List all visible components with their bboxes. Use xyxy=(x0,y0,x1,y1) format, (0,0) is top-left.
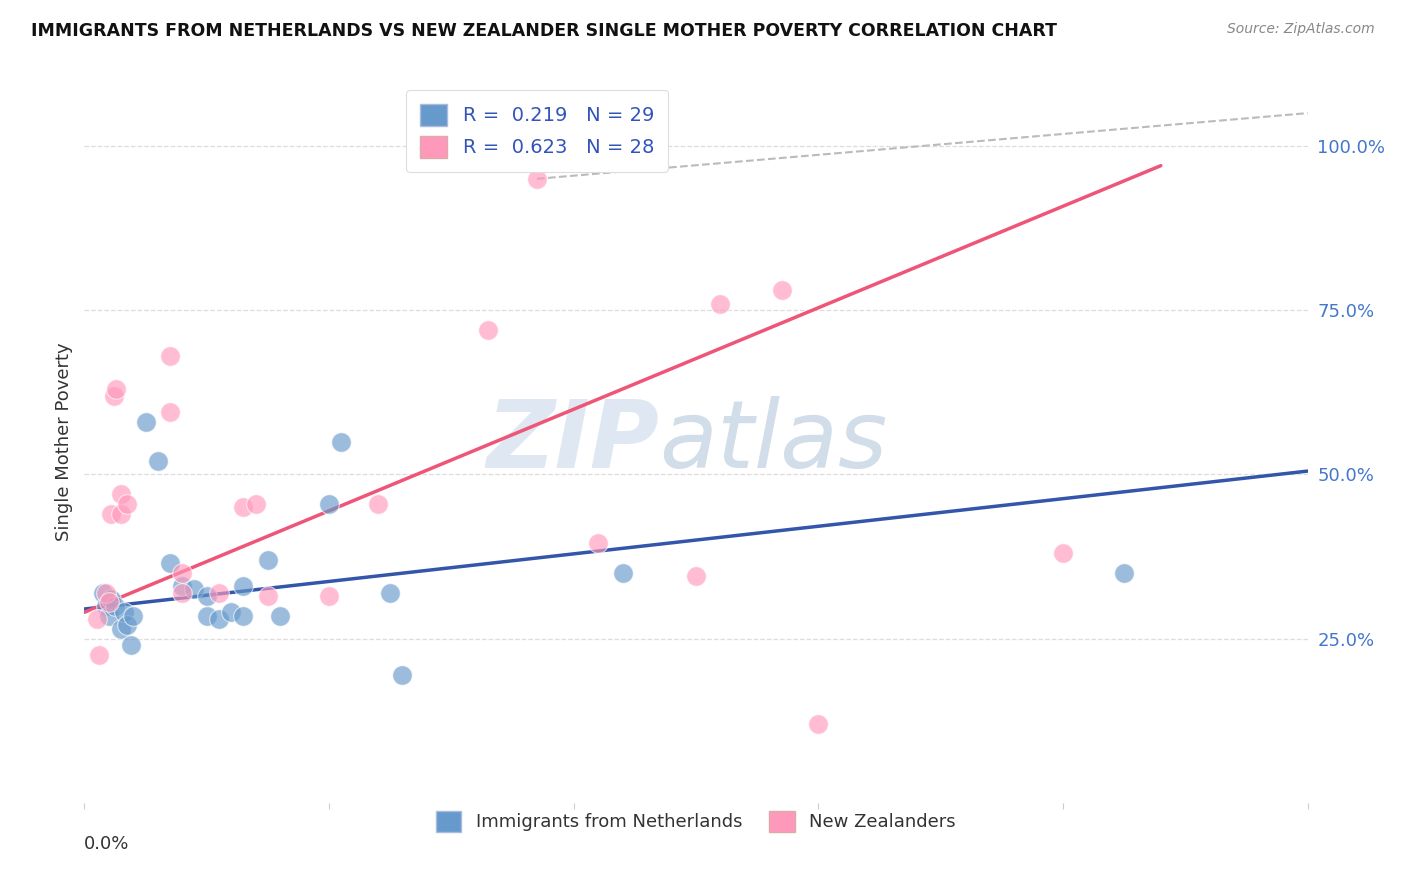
Point xyxy=(367,497,389,511)
Point xyxy=(232,500,254,515)
Point xyxy=(586,536,609,550)
Point xyxy=(105,382,128,396)
Text: 0.0%: 0.0% xyxy=(84,835,129,854)
Point xyxy=(391,667,413,681)
Point xyxy=(110,622,132,636)
Point xyxy=(104,599,127,613)
Point xyxy=(257,589,280,603)
Point xyxy=(115,618,138,632)
Text: Source: ZipAtlas.com: Source: ZipAtlas.com xyxy=(1227,22,1375,37)
Point xyxy=(195,608,218,623)
Point xyxy=(172,566,194,580)
Point xyxy=(91,585,114,599)
Point xyxy=(172,585,194,599)
Text: ZIP: ZIP xyxy=(486,395,659,488)
Text: atlas: atlas xyxy=(659,396,887,487)
Point xyxy=(1052,546,1074,560)
Text: IMMIGRANTS FROM NETHERLANDS VS NEW ZEALANDER SINGLE MOTHER POVERTY CORRELATION C: IMMIGRANTS FROM NETHERLANDS VS NEW ZEALA… xyxy=(31,22,1057,40)
Point xyxy=(110,487,132,501)
Point xyxy=(318,497,340,511)
Point xyxy=(159,556,181,570)
Point xyxy=(232,579,254,593)
Point xyxy=(100,507,122,521)
Point xyxy=(208,585,231,599)
Point xyxy=(245,497,267,511)
Point xyxy=(709,296,731,310)
Point xyxy=(330,434,353,449)
Point xyxy=(232,608,254,623)
Point xyxy=(257,553,280,567)
Point xyxy=(685,569,707,583)
Point xyxy=(122,608,145,623)
Point xyxy=(86,612,108,626)
Point xyxy=(100,592,122,607)
Point xyxy=(612,566,634,580)
Point xyxy=(87,648,110,662)
Point xyxy=(97,595,120,609)
Point xyxy=(103,388,125,402)
Point xyxy=(269,608,291,623)
Point xyxy=(112,605,135,619)
Point xyxy=(477,323,499,337)
Point xyxy=(807,717,830,731)
Point xyxy=(172,579,194,593)
Point xyxy=(159,349,181,363)
Point xyxy=(380,585,402,599)
Point xyxy=(135,415,157,429)
Legend: Immigrants from Netherlands, New Zealanders: Immigrants from Netherlands, New Zealand… xyxy=(427,802,965,841)
Point xyxy=(97,608,120,623)
Point xyxy=(318,589,340,603)
Point xyxy=(96,585,118,599)
Point xyxy=(146,454,169,468)
Point xyxy=(195,589,218,603)
Point xyxy=(120,638,142,652)
Point xyxy=(115,497,138,511)
Point xyxy=(159,405,181,419)
Y-axis label: Single Mother Poverty: Single Mother Poverty xyxy=(55,343,73,541)
Point xyxy=(208,612,231,626)
Point xyxy=(183,582,205,597)
Point xyxy=(219,605,242,619)
Point xyxy=(1114,566,1136,580)
Point xyxy=(526,171,548,186)
Point xyxy=(770,284,793,298)
Point xyxy=(110,507,132,521)
Point xyxy=(96,599,118,613)
